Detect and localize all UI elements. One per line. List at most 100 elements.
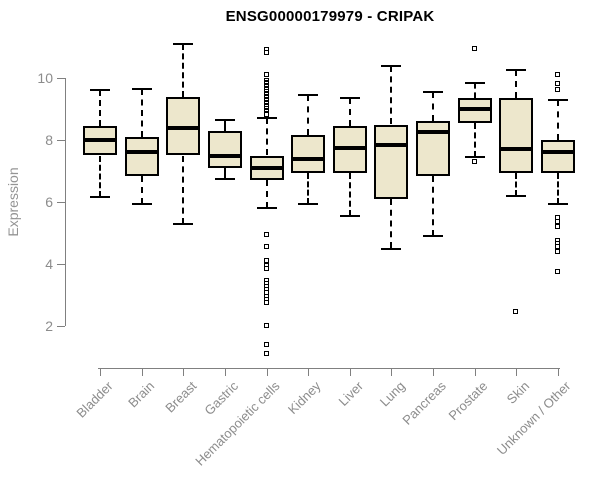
whisker-cap-lower <box>90 196 110 199</box>
whisker-cap-lower <box>339 214 360 217</box>
whisker-cap-upper <box>214 118 235 121</box>
whisker-cap-lower <box>173 222 194 225</box>
outlier-point <box>263 257 269 263</box>
whisker-cap-upper <box>381 64 402 67</box>
x-tick-label-hematopoietic-cells: Hematopoietic cells <box>192 378 283 469</box>
outlier-point <box>555 71 560 77</box>
y-axis-line <box>65 78 66 326</box>
x-tick-label-lung: Lung <box>376 378 408 410</box>
outlier-point <box>555 223 560 229</box>
outlier-point <box>471 45 477 51</box>
whisker-cap-lower <box>214 177 235 180</box>
whisker-upper <box>99 90 101 127</box>
median-line <box>416 130 451 135</box>
outlier-point <box>555 87 560 93</box>
x-tick-label-kidney: Kidney <box>285 378 325 418</box>
whisker-upper <box>348 98 351 127</box>
y-tick <box>57 202 65 203</box>
x-tick-label-bladder: Bladder <box>73 378 116 421</box>
whisker-lower <box>473 122 476 158</box>
whisker-cap-upper <box>548 98 568 101</box>
median-line <box>83 138 117 142</box>
whisker-cap-upper <box>464 81 485 84</box>
whisker-cap-lower <box>131 202 152 205</box>
median-line <box>124 150 159 155</box>
outlier-point <box>263 49 269 55</box>
outlier-point <box>263 323 269 328</box>
whisker-cap-upper <box>506 69 527 72</box>
whisker-upper <box>473 82 476 99</box>
x-tick-label-skin: Skin <box>503 378 533 407</box>
median-line <box>374 142 409 147</box>
x-tick <box>100 368 101 376</box>
outlier-point <box>263 341 269 347</box>
whisker-upper <box>307 95 310 136</box>
whisker-upper <box>182 43 185 97</box>
outlier-point <box>555 81 560 87</box>
median-line <box>541 150 575 155</box>
x-tick <box>141 368 143 376</box>
outlier-point <box>555 268 560 274</box>
y-tick-label: 8 <box>45 132 53 148</box>
outlier-point <box>263 350 269 356</box>
whisker-lower <box>348 172 351 216</box>
outlier-point <box>263 71 269 77</box>
x-tick-label-gastric: Gastric <box>201 378 241 419</box>
x-tick <box>224 368 226 376</box>
whisker-upper <box>432 91 435 122</box>
y-axis-label: Expression <box>5 167 21 237</box>
median-line <box>332 145 367 150</box>
y-tick <box>57 78 65 79</box>
outlier-point <box>555 248 560 254</box>
x-tick <box>308 368 310 376</box>
whisker-cap-lower <box>423 235 444 238</box>
y-tick-label: 2 <box>45 318 53 334</box>
y-tick <box>57 264 65 265</box>
whisker-cap-lower <box>298 202 319 205</box>
iqr-box <box>374 124 409 199</box>
iqr-box <box>124 136 159 176</box>
x-tick <box>349 368 351 376</box>
outlier-point <box>263 112 269 118</box>
x-tick <box>433 368 435 376</box>
outlier-point <box>263 299 269 305</box>
x-tick <box>474 368 476 376</box>
whisker-cap-lower <box>464 156 485 159</box>
whisker-lower <box>99 155 101 198</box>
whisker-cap-upper <box>298 94 319 97</box>
whisker-lower <box>390 198 393 249</box>
whisker-cap-upper <box>339 97 360 100</box>
median-line <box>166 125 201 130</box>
whisker-lower <box>182 155 185 224</box>
outlier-point <box>555 214 560 220</box>
whisker-cap-upper <box>173 42 194 45</box>
whisker-lower <box>432 175 435 237</box>
whisker-upper <box>390 65 393 125</box>
y-tick-label: 10 <box>37 70 53 86</box>
whisker-cap-upper <box>90 89 110 92</box>
outlier-point <box>513 309 519 315</box>
iqr-box <box>207 130 242 168</box>
median-line <box>249 165 284 170</box>
whisker-cap-upper <box>131 87 152 90</box>
iqr-box <box>499 98 534 173</box>
outlier-point <box>263 265 269 271</box>
x-tick-label-liver: Liver <box>335 378 366 409</box>
chart-title: ENSG00000179979 - CRIPAK <box>225 8 435 25</box>
whisker-cap-upper <box>256 117 277 120</box>
whisker-cap-upper <box>423 90 444 93</box>
median-line <box>291 156 326 161</box>
whisker-lower <box>307 172 310 204</box>
x-axis-line <box>98 368 560 369</box>
outlier-point <box>555 219 560 225</box>
outlier-point <box>263 231 269 237</box>
outlier-point <box>263 243 269 249</box>
whisker-upper <box>265 118 268 156</box>
y-tick <box>57 140 65 141</box>
iqr-box <box>541 140 575 173</box>
outlier-point <box>471 158 477 164</box>
whisker-upper <box>140 88 143 137</box>
whisker-upper <box>557 99 559 140</box>
whisker-cap-lower <box>256 207 277 210</box>
